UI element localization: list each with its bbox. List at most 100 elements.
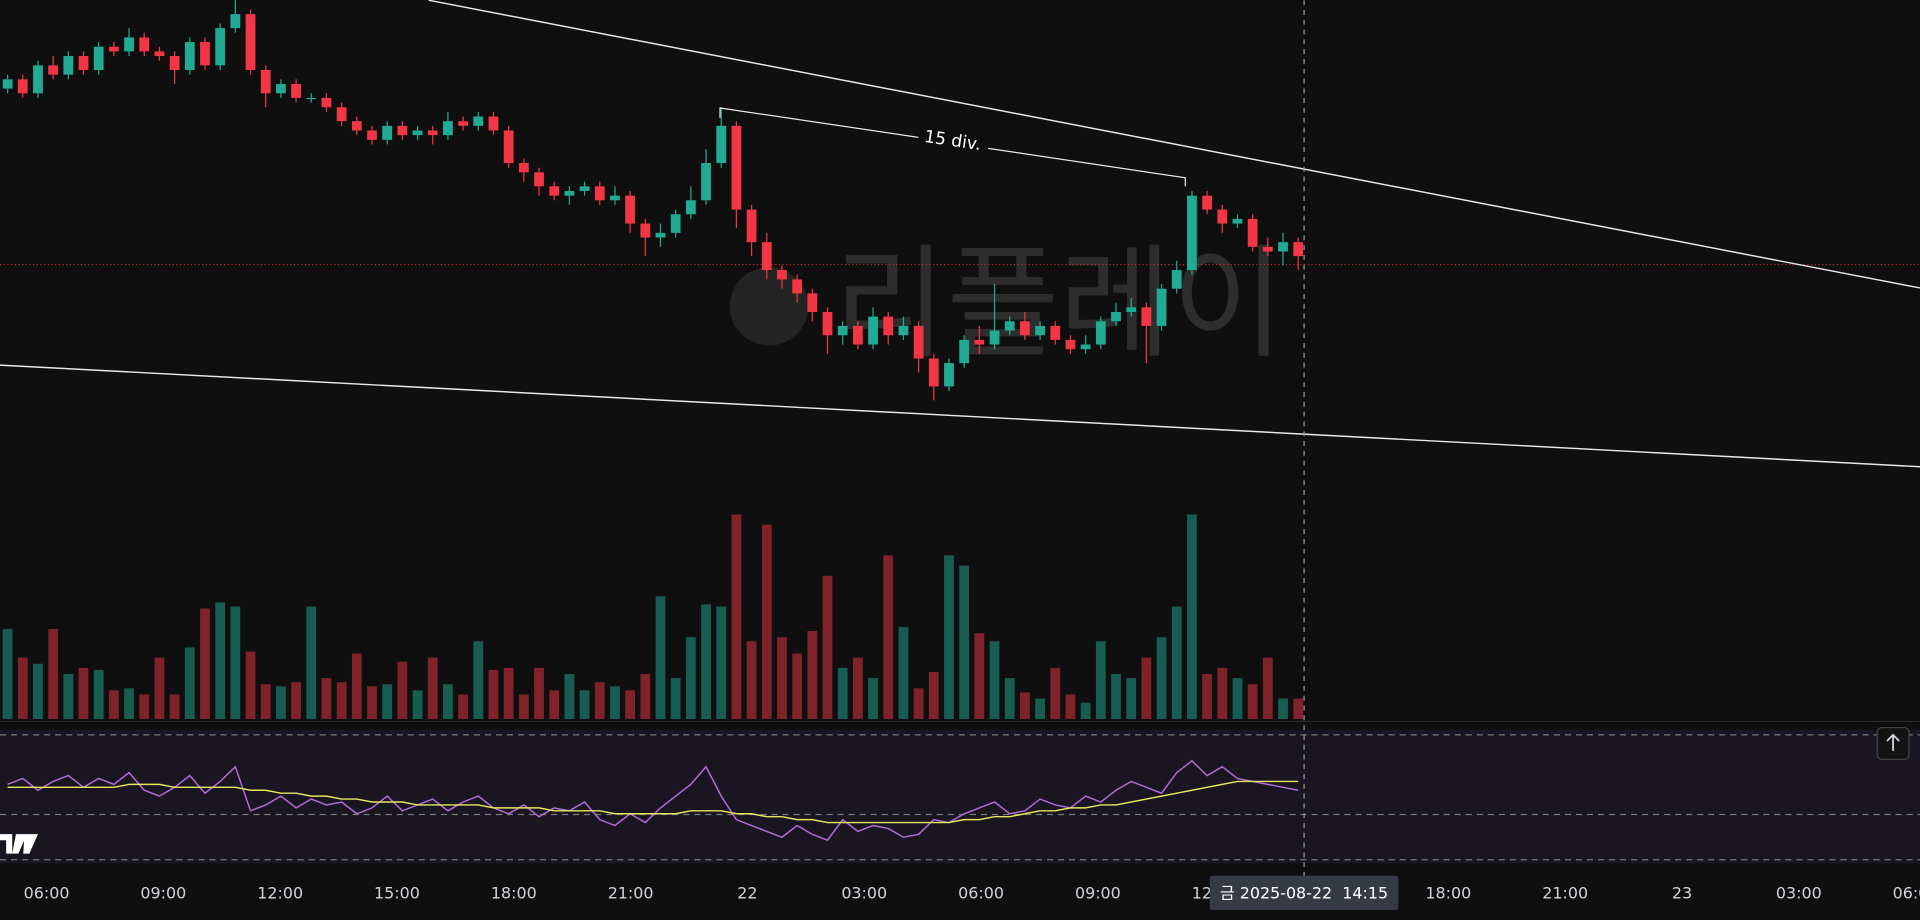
volume	[2, 514, 1304, 719]
volume-bar	[48, 629, 59, 719]
volume-bar	[701, 604, 711, 719]
volume-bar	[412, 690, 423, 719]
candle-body	[458, 121, 468, 126]
candle-body	[503, 130, 514, 164]
x-tick-label: 18:00	[1425, 884, 1471, 903]
volume-bar	[518, 694, 529, 719]
crosshair-label-box	[1209, 875, 1399, 910]
volume-bar	[731, 514, 742, 719]
volume-bar	[868, 678, 878, 719]
candle-body	[564, 190, 575, 196]
candle-body	[625, 195, 636, 224]
candle-body	[291, 83, 301, 98]
candle-body	[63, 56, 74, 75]
candle-body	[108, 46, 119, 52]
volume-bar	[1126, 678, 1137, 719]
candle-body	[1050, 325, 1061, 340]
arrow-icon	[1886, 733, 1900, 751]
candle-body	[124, 37, 134, 52]
candle-body	[534, 172, 544, 187]
volume-bar	[883, 555, 894, 719]
candle-body	[1247, 218, 1258, 247]
candle-body	[716, 125, 727, 164]
volume-bar	[1187, 514, 1197, 719]
volume-bar	[716, 606, 727, 719]
volume-bar	[594, 682, 605, 719]
candle-body	[549, 186, 560, 196]
candle-body	[1020, 321, 1030, 336]
volume-bar	[1095, 641, 1106, 719]
candle-body	[200, 42, 210, 66]
scroll-button[interactable]	[1876, 726, 1910, 761]
x-tick-label: 23	[1672, 884, 1692, 903]
volume-bar	[837, 667, 848, 719]
volume-bar	[276, 686, 286, 719]
candle-body	[230, 14, 241, 29]
divergence-line	[988, 147, 1186, 187]
candle-body	[1111, 311, 1121, 322]
candle-body	[245, 14, 256, 70]
volume-bar	[685, 637, 696, 719]
volume-bar	[974, 633, 985, 719]
candle-body	[640, 223, 651, 238]
volume-bar	[93, 669, 104, 719]
volume-bar	[655, 596, 666, 719]
volume-bar	[670, 678, 681, 719]
volume-bar	[1156, 637, 1167, 719]
volume-bar	[184, 647, 195, 719]
volume-bar	[367, 686, 377, 719]
volume-bar	[154, 657, 165, 719]
x-tick-label: 09:00	[140, 884, 186, 903]
candle-body	[777, 270, 787, 280]
x-tick-label: 06:00	[24, 884, 70, 903]
candle-body	[1171, 270, 1182, 289]
volume-bar	[959, 565, 970, 719]
candle-body	[685, 200, 696, 215]
candle-body	[473, 116, 484, 126]
volume-bar	[564, 673, 575, 719]
candle-body	[898, 325, 909, 336]
candle-body	[1080, 344, 1091, 350]
candle-body	[154, 51, 165, 57]
candle-body	[868, 316, 878, 345]
candle-body	[382, 125, 393, 140]
x-tick-label: 06:00	[958, 884, 1004, 903]
volume-bar	[579, 690, 590, 719]
candle-body	[1065, 339, 1076, 350]
volume-bar	[458, 694, 468, 719]
candle-body	[1004, 321, 1015, 331]
candle-body	[427, 130, 438, 136]
candle-body	[276, 83, 286, 94]
volume-bar	[124, 688, 134, 719]
candle-body	[48, 65, 59, 75]
volume-bar	[200, 608, 210, 719]
candle-body	[1217, 209, 1228, 224]
volume-bar	[989, 641, 1000, 719]
volume-bar	[807, 631, 818, 719]
x-tick-label: 03:00	[1776, 884, 1822, 903]
volume-bar	[78, 667, 89, 719]
crosshair-label: 금 2025-08-22 14:15	[1220, 884, 1388, 903]
x-tick-label: 12:00	[257, 884, 303, 903]
volume-bar	[1050, 667, 1061, 719]
x-tick-label: 15:00	[374, 884, 420, 903]
candle-body	[701, 163, 711, 201]
volume-bar	[777, 637, 787, 719]
candle-body	[974, 339, 985, 345]
x-tick-label: 18:00	[491, 884, 537, 903]
candle-body	[822, 311, 833, 336]
volume-bar	[549, 690, 560, 719]
volume-bar	[1217, 667, 1228, 719]
candle-body	[731, 125, 742, 210]
volume-bar	[503, 667, 514, 719]
volume-bar	[33, 663, 43, 719]
volume-bar	[944, 555, 954, 719]
volume-bar	[1247, 684, 1258, 719]
volume-bar	[534, 667, 544, 719]
candle-body	[670, 214, 681, 233]
volume-bar	[351, 653, 362, 719]
volume-bar	[1202, 673, 1212, 719]
x-tick-label: 09:00	[1075, 884, 1121, 903]
candle-body	[837, 325, 848, 336]
